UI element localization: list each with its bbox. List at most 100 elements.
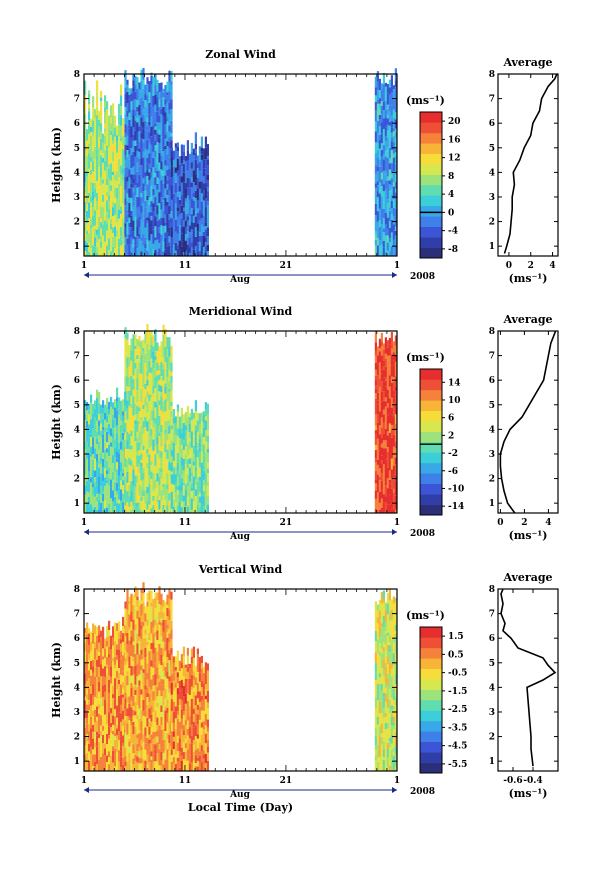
heatmap-cell: [204, 684, 207, 690]
heatmap-cell: [166, 505, 169, 513]
heatmap-cell: [198, 438, 201, 443]
heatmap-cell: [144, 621, 147, 630]
heatmap-cell: [386, 217, 389, 229]
heatmap-cell: [176, 170, 179, 176]
heatmap-cell: [160, 225, 163, 235]
heatmap-cell: [112, 447, 115, 455]
heatmap-cell: [380, 668, 383, 678]
heatmap-cell: [374, 183, 377, 188]
heatmap-cell: [390, 382, 393, 387]
heatmap-cell: [166, 205, 169, 214]
heatmap-cell: [146, 509, 149, 513]
heatmap-cell: [190, 431, 193, 436]
heatmap-cell: [386, 663, 389, 674]
heatmap-cell: [94, 722, 97, 733]
heatmap-cell: [376, 610, 379, 618]
heatmap-cell: [386, 707, 389, 715]
heatmap-cell: [180, 465, 183, 469]
heatmap-cell: [170, 248, 173, 256]
year-label: 2008: [410, 272, 435, 282]
heatmap-cell: [126, 761, 129, 771]
heatmap-data: [84, 67, 397, 256]
heatmap-cell: [166, 368, 169, 378]
heatmap-cell: [158, 671, 161, 675]
heatmap-cell: [150, 397, 153, 406]
heatmap-cell: [150, 429, 153, 436]
heatmap-cell: [186, 455, 189, 460]
heatmap-cell: [206, 429, 209, 436]
heatmap-cell: [378, 420, 381, 426]
heatmap-cell: [174, 203, 177, 213]
heatmap-cell: [150, 367, 153, 374]
heatmap-cell: [90, 728, 93, 739]
heatmap-cell: [126, 344, 129, 353]
heatmap-cell: [92, 695, 95, 705]
heatmap-cell: [116, 490, 119, 495]
heatmap-cell: [106, 646, 109, 658]
heatmap-cell: [194, 489, 197, 497]
heatmap-cell: [376, 474, 379, 486]
heatmap-cell: [176, 494, 179, 506]
heatmap-cell: [188, 232, 191, 238]
heatmap-cell: [164, 237, 167, 250]
heatmap-cell: [136, 420, 139, 432]
heatmap-cell: [160, 725, 163, 730]
heatmap-cell: [126, 685, 129, 692]
heatmap-cell: [148, 401, 151, 409]
heatmap-cell: [172, 166, 175, 177]
heatmap-cell: [206, 760, 209, 771]
colorbar-swatch: [420, 462, 442, 474]
heatmap-cell: [138, 763, 141, 771]
heatmap-cell: [166, 749, 169, 760]
heatmap-cell: [382, 611, 385, 616]
heatmap-cell: [130, 155, 133, 164]
heatmap-cell: [390, 449, 393, 459]
heatmap-cell: [138, 175, 141, 187]
heatmap-cell: [166, 377, 169, 386]
heatmap-cell: [134, 715, 137, 727]
heatmap-cell: [192, 657, 195, 667]
heatmap-cell: [132, 666, 135, 675]
heatmap-cell: [384, 621, 387, 628]
heatmap-cell: [182, 682, 185, 686]
heatmap-cell: [110, 229, 113, 240]
heatmap-cell: [86, 704, 89, 713]
average-y-tick-label: 1: [489, 242, 495, 252]
colorbar-tick-label: -6: [448, 467, 458, 477]
heatmap-cell: [94, 210, 97, 215]
heatmap-data: [84, 324, 397, 513]
heatmap-cell: [196, 442, 199, 450]
heatmap-cell: [136, 687, 139, 694]
heatmap-cell: [380, 744, 383, 757]
heatmap-cell: [192, 739, 195, 745]
heatmap-cell: [150, 336, 153, 345]
heatmap-cell: [162, 200, 165, 211]
heatmap-cell: [112, 133, 115, 141]
heatmap-cell: [204, 494, 207, 502]
y-tick-label: 8: [74, 327, 80, 337]
heatmap-cell: [162, 752, 165, 759]
heatmap-cell: [198, 492, 201, 497]
heatmap-cell: [128, 703, 131, 711]
heatmap-cell: [94, 147, 97, 159]
heatmap-cell: [392, 364, 395, 371]
heatmap-cell: [112, 161, 115, 172]
heatmap-cell: [120, 239, 123, 246]
heatmap-cell: [110, 659, 113, 667]
heatmap-cell: [196, 481, 199, 492]
colorbar-swatch: [420, 668, 442, 680]
heatmap-cell: [376, 375, 379, 386]
heatmap-cell: [180, 481, 183, 491]
heatmap-cell: [102, 430, 105, 435]
heatmap-cell: [104, 404, 107, 413]
heatmap-cell: [186, 647, 189, 656]
heatmap-cell: [148, 204, 151, 213]
heatmap-cell: [148, 651, 151, 662]
heatmap-cell: [160, 684, 163, 697]
heatmap-cell: [110, 676, 113, 684]
heatmap-cell: [88, 665, 91, 671]
heatmap-cell: [384, 666, 387, 679]
heatmap-cell: [88, 659, 91, 666]
heatmap-cell: [380, 149, 383, 156]
heatmap-cell: [188, 423, 191, 432]
